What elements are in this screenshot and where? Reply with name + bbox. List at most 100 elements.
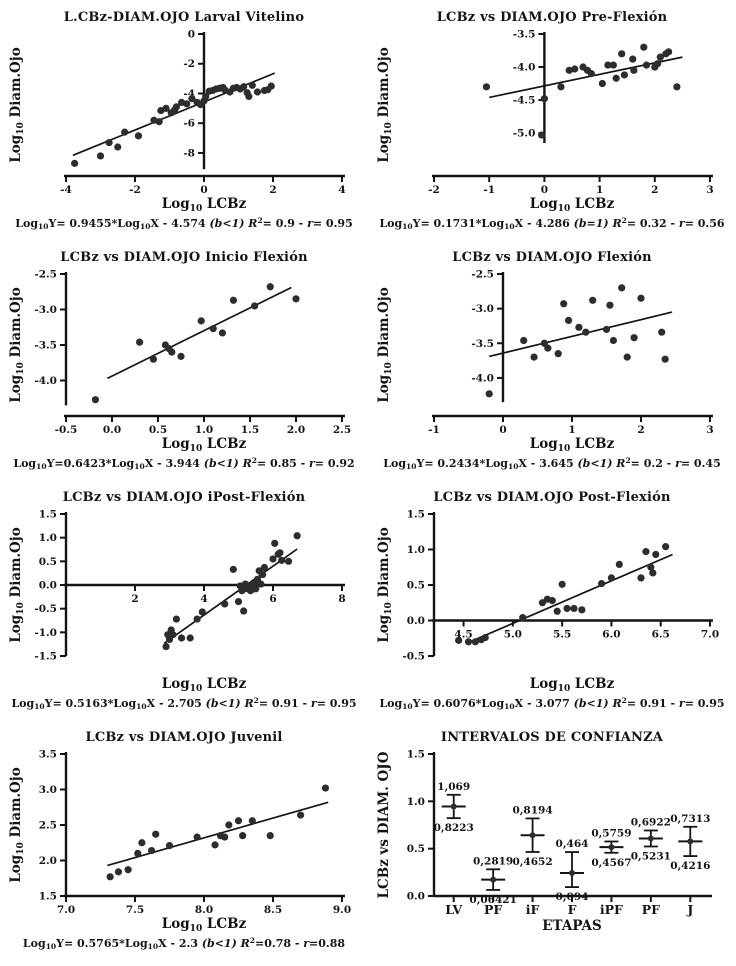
data-point xyxy=(221,600,229,608)
data-point xyxy=(630,334,638,342)
data-point xyxy=(602,325,611,334)
y-tick-label: 1.5 xyxy=(39,509,57,521)
x-tick-label: -2 xyxy=(129,184,141,196)
x-tick-label: -0.5 xyxy=(55,424,78,436)
regression-line xyxy=(468,553,673,644)
data-point xyxy=(149,355,157,363)
data-point xyxy=(188,95,196,103)
x-tick-label: 2.0 xyxy=(287,424,305,436)
mean-point xyxy=(529,832,536,839)
panel-flexion: LCBz vs DIAM.OJO Flexión -1 0 1 2 3 -2.5 -3.0-… xyxy=(368,246,736,486)
data-point xyxy=(211,841,219,849)
y-tick-label: 0 xyxy=(188,29,195,41)
upper-limit-label: 0,2819 xyxy=(473,855,513,867)
data-points xyxy=(162,532,301,651)
x-tick-label: 7.0 xyxy=(57,904,75,916)
data-point xyxy=(162,104,170,112)
data-point xyxy=(169,631,177,639)
x-axis-label: Log10 LCBz xyxy=(530,436,615,454)
regression-line xyxy=(488,311,673,358)
y-tick-label: -2 xyxy=(183,58,195,70)
mean-point xyxy=(647,835,654,842)
chart-title: LCBz vs DIAM.OJO Flexión xyxy=(452,250,652,265)
data-point xyxy=(665,48,673,56)
scatter-plot-larval-vitelino: -4 -2 0 2 4 0 -2 -4 -6 -8 Log10 LCBz Log10 Diam.Ojo xyxy=(8,29,346,215)
y-tick-label: -2.5 xyxy=(34,269,57,281)
confidence-interval-plot: 1.5 1.0 0.5 0.0 LV 1,069 0,8223 PF 0,2819 0,06421… xyxy=(376,749,712,934)
x-tick-label: -1 xyxy=(483,184,495,196)
x-tick-label: 2 xyxy=(269,184,276,196)
data-point xyxy=(661,355,669,363)
data-points xyxy=(71,81,275,167)
x-axis-label: Log10 LCBz xyxy=(162,196,247,214)
y-tick-label: 1.5 xyxy=(407,749,425,761)
x-tick-label: 2 xyxy=(637,424,644,436)
data-point xyxy=(612,74,620,82)
y-axis-label: Log10 Diam.Ojo xyxy=(8,287,26,402)
upper-limit-label: 0,5759 xyxy=(591,827,631,839)
y-axis-label: Log10 Diam.Ojo xyxy=(376,287,394,402)
x-tick-label: 0 xyxy=(200,184,207,196)
upper-limit-label: 0,8194 xyxy=(512,804,552,816)
x-tick-label: 3 xyxy=(706,184,713,196)
data-point xyxy=(251,302,259,310)
data-point xyxy=(571,65,579,73)
category-label: F xyxy=(568,902,577,917)
x-tick-label: -2 xyxy=(428,184,440,196)
category-label: iF xyxy=(526,902,540,917)
y-tick-label: -3.0 xyxy=(34,304,57,316)
y-tick-label: -4.0 xyxy=(34,375,57,387)
data-point xyxy=(464,638,473,646)
data-point xyxy=(637,294,645,302)
data-point xyxy=(124,866,132,874)
confidence-interval xyxy=(560,851,584,889)
data-point xyxy=(623,353,631,361)
data-point xyxy=(554,350,562,358)
panel-juvenil: LCBz vs DIAM.OJO Juvenil 7.0 7.5 8.0 8.5 9.0… xyxy=(0,726,368,966)
x-tick-label: 6 xyxy=(269,593,276,605)
y-tick-label: -4.0 xyxy=(513,62,536,74)
y-tick-label: 1.5 xyxy=(407,509,425,521)
y-tick-label: 1.0 xyxy=(39,532,57,544)
data-point xyxy=(248,817,256,825)
data-point xyxy=(481,633,489,642)
chart-title: LCBz vs DIAM.OJO Inicio Flexión xyxy=(60,250,308,265)
data-point xyxy=(544,344,552,352)
data-point xyxy=(560,300,568,308)
y-tick-label: 2.5 xyxy=(39,820,57,832)
confidence-interval xyxy=(678,825,703,857)
upper-limit-label: 1,069 xyxy=(437,781,470,793)
data-point xyxy=(234,597,243,606)
data-point xyxy=(177,634,186,642)
scatter-plot-inicio-flexion: -0.5 0.0 0.5 1.0 1.5 2.0 2.5 -2.5 -3.0 -3.5 -4.0 Lo… xyxy=(8,269,351,455)
upper-limit-label: 0,7313 xyxy=(670,813,710,825)
data-point xyxy=(485,390,493,398)
lower-limit-label: 0,5231 xyxy=(631,850,671,862)
y-tick-label: -5.0 xyxy=(513,128,536,140)
x-tick-label: 9.0 xyxy=(333,904,351,916)
data-point xyxy=(598,79,606,88)
x-axis-label: ETAPAS xyxy=(542,918,601,934)
data-point xyxy=(218,329,226,337)
data-point xyxy=(606,301,614,309)
data-point xyxy=(162,642,170,651)
regression-equation: Log10Y= 0.5163*Log10X - 2.705 (b<1) R2= … xyxy=(11,696,357,711)
data-point xyxy=(455,636,463,644)
regression-equation: Log10Y= 0.2434*Log10X - 3.645 (b<1) R2= … xyxy=(383,456,721,471)
data-point xyxy=(91,396,100,404)
data-point xyxy=(297,811,305,819)
x-tick-label: 6.0 xyxy=(602,629,620,641)
data-point xyxy=(168,348,176,356)
data-point xyxy=(172,615,180,623)
x-axis-label: Log10 LCBz xyxy=(162,676,247,694)
data-point xyxy=(640,43,648,51)
data-point xyxy=(673,83,681,91)
data-point xyxy=(653,60,662,68)
data-point xyxy=(209,325,217,333)
data-point xyxy=(609,336,617,345)
y-tick-label: -4 xyxy=(183,88,195,100)
data-point xyxy=(538,131,546,139)
lower-limit-label: 0,4216 xyxy=(670,860,710,872)
data-point xyxy=(278,556,286,564)
x-axis-label: Log10 LCBz xyxy=(162,916,247,934)
